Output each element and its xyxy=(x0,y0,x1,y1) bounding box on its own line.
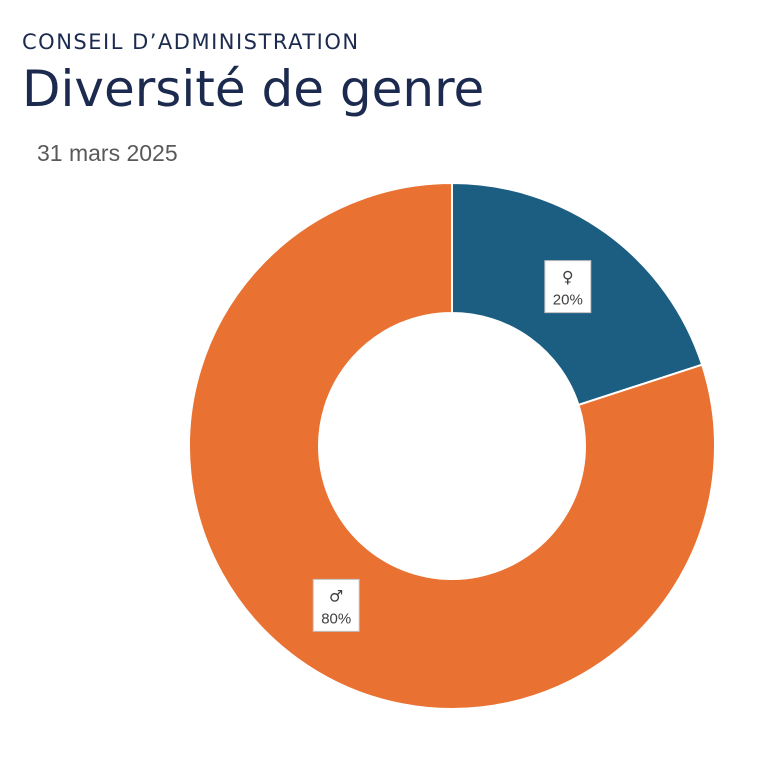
label-box xyxy=(544,260,592,314)
slice-value-label: 20% xyxy=(553,292,583,309)
slice-value-label: 80% xyxy=(321,610,351,627)
chart-title: Diversité de genre xyxy=(22,60,485,118)
donut-slice-male xyxy=(188,181,716,710)
female-symbol-icon: ♀ xyxy=(562,268,574,287)
donut-slices xyxy=(188,181,716,710)
male-symbol-icon: ♂ xyxy=(329,586,343,605)
donut-labels: ♀ 20% ♂ 80% xyxy=(312,260,592,632)
slice-label-male: ♂ 80% xyxy=(312,578,360,632)
board-kicker: CONSEIL D’ADMINISTRATION xyxy=(22,30,360,54)
slice-label-female: ♀ 20% xyxy=(544,260,592,314)
label-box xyxy=(312,578,360,632)
chart-date: 31 mars 2025 xyxy=(37,140,178,166)
